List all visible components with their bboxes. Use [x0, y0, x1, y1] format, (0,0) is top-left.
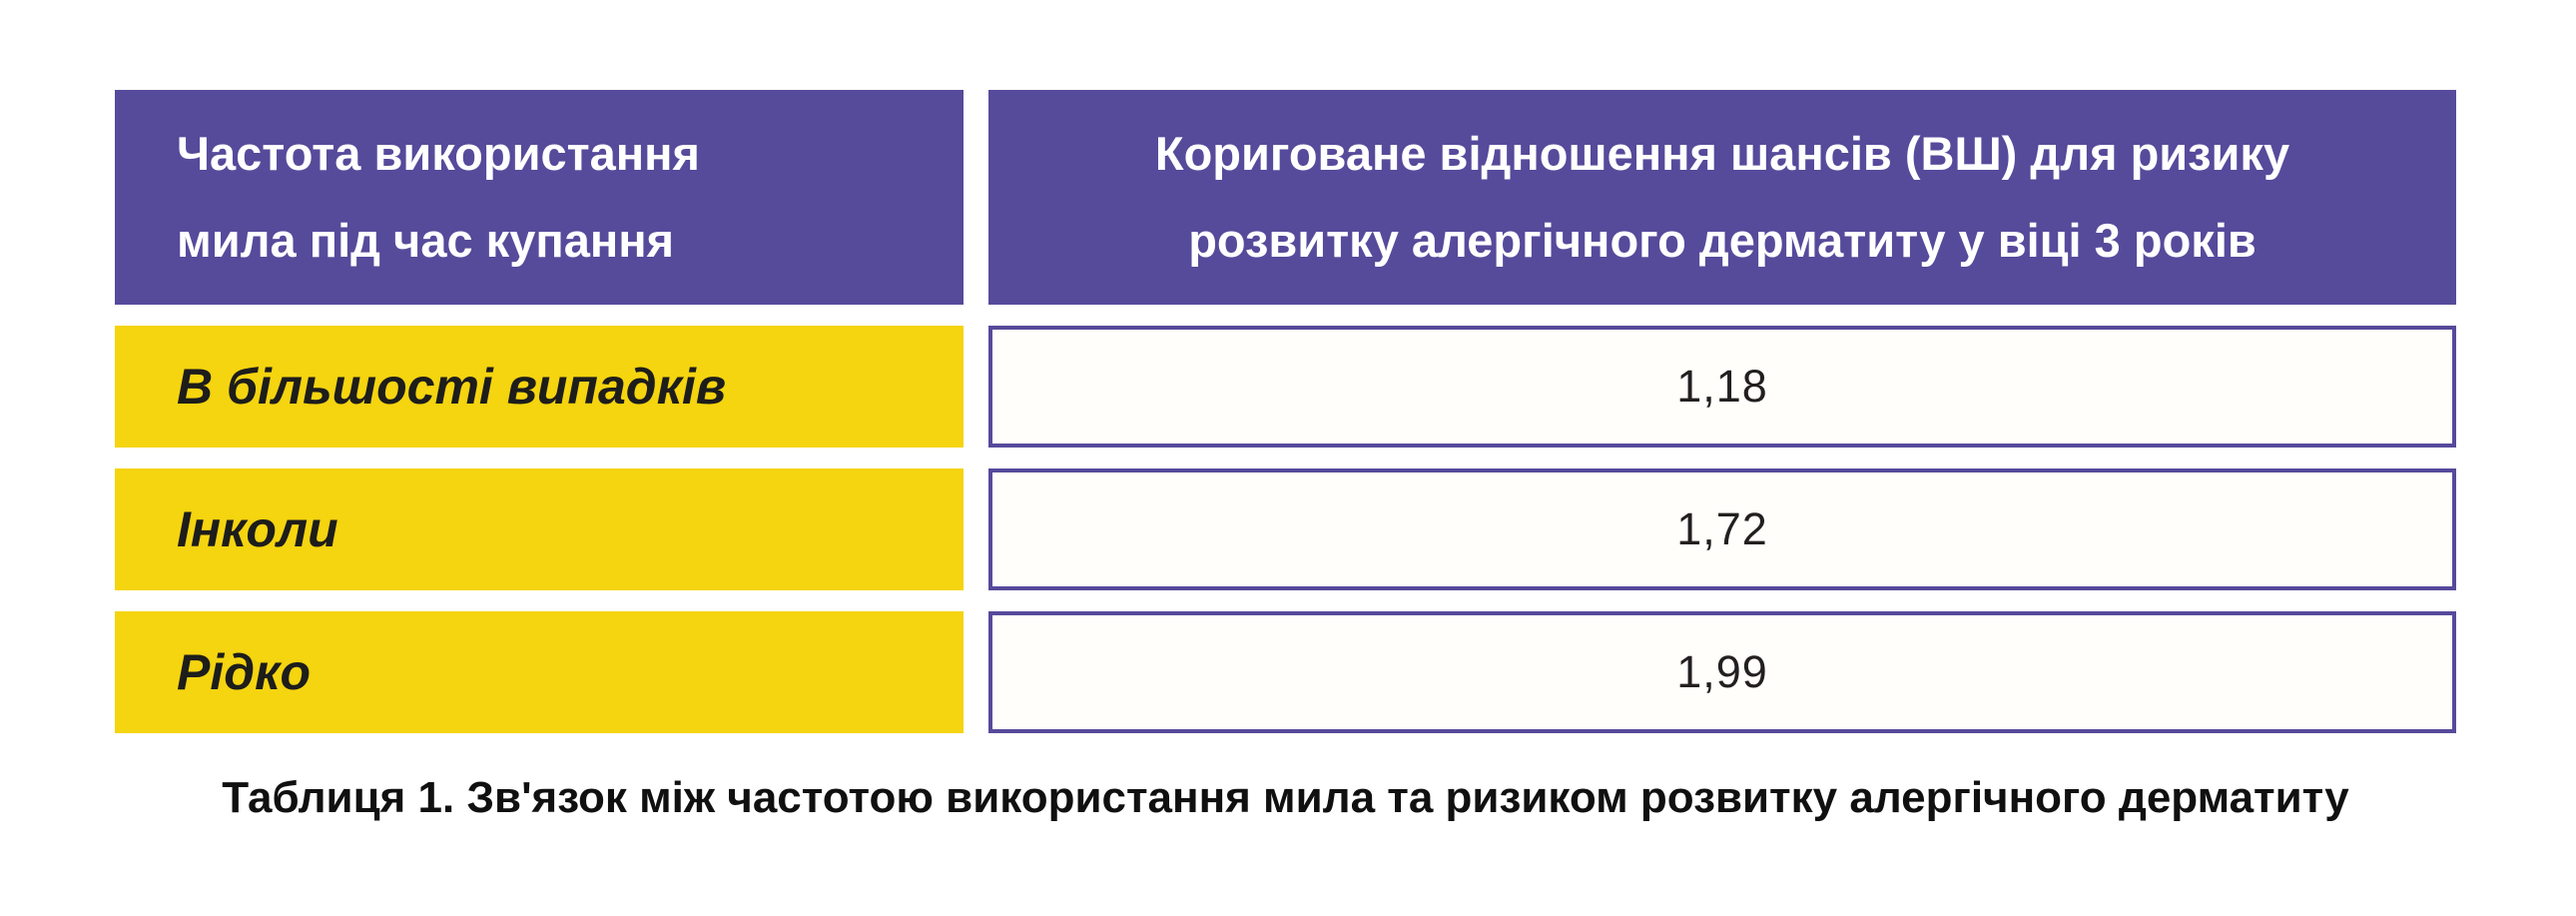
- table-grid: Частота використання мила під час купанн…: [115, 90, 2456, 733]
- column-header-odds-ratio: Кориговане відношення шансів (ВШ) для ри…: [988, 90, 2456, 305]
- column-header-frequency: Частота використання мила під час купанн…: [115, 90, 964, 305]
- row-label-most-cases: В більшості випадків: [115, 326, 964, 448]
- column-header-odds-ratio-line2: розвитку алергічного дерматиту у віці 3 …: [1188, 213, 2256, 267]
- row-value-sometimes: 1,72: [988, 468, 2456, 590]
- column-header-frequency-line1: Частота використання: [177, 126, 700, 180]
- row-value-rarely-text: 1,99: [1676, 646, 1768, 697]
- row-label-sometimes: Інколи: [115, 468, 964, 590]
- column-header-odds-ratio-line1: Кориговане відношення шансів (ВШ) для ри…: [1154, 126, 2290, 180]
- column-header-frequency-line2: мила під час купання: [177, 213, 675, 267]
- table-caption: Таблиця 1. Зв'язок між частотою використ…: [222, 773, 2349, 822]
- row-label-sometimes-text: Інколи: [177, 501, 338, 557]
- row-value-most-cases: 1,18: [988, 326, 2456, 448]
- row-label-rarely: Рідко: [115, 611, 964, 733]
- row-value-most-cases-text: 1,18: [1676, 361, 1768, 412]
- row-label-rarely-text: Рідко: [177, 644, 312, 700]
- row-value-sometimes-text: 1,72: [1676, 503, 1768, 554]
- row-label-most-cases-text: В більшості випадків: [177, 359, 727, 415]
- row-value-rarely: 1,99: [988, 611, 2456, 733]
- soap-dermatitis-table: Частота використання мила під час купанн…: [115, 90, 2456, 823]
